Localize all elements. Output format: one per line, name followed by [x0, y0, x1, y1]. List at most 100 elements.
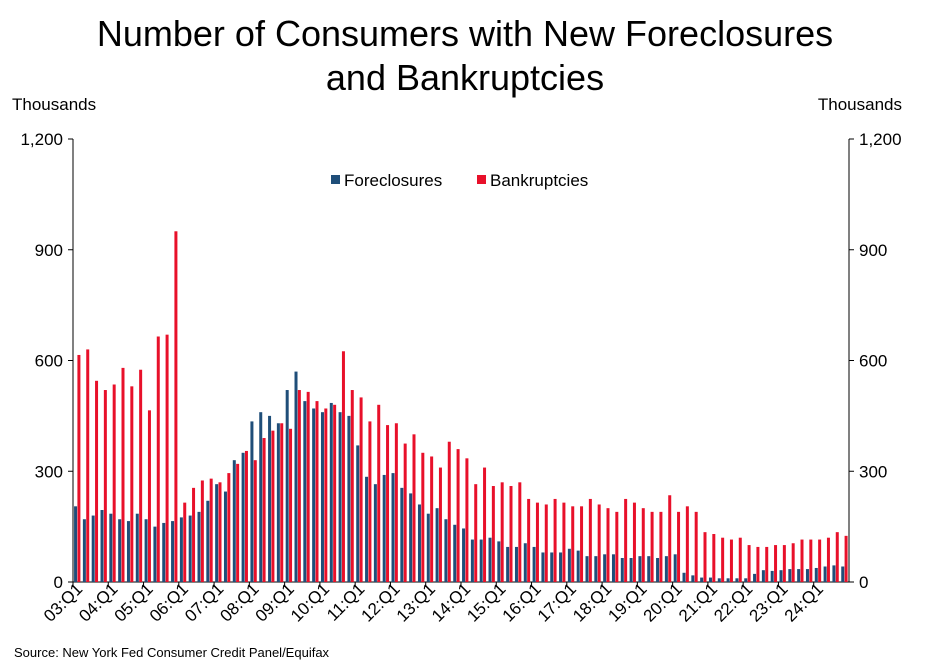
foreclosure-bar: [567, 548, 571, 582]
bankruptcy-bar: [95, 380, 99, 582]
bankruptcy-bar: [368, 421, 372, 582]
bankruptcy-bar: [632, 502, 636, 582]
bankruptcy-bar: [209, 478, 213, 582]
bankruptcy-bar: [200, 480, 204, 582]
foreclosure-bar: [541, 552, 545, 582]
foreclosure-bar: [409, 493, 413, 582]
foreclosure-bar: [153, 526, 157, 583]
y-tick-label-left: 1,200: [20, 130, 63, 149]
foreclosure-bar: [382, 474, 386, 582]
foreclosure-bar: [100, 510, 104, 582]
chart-title: Number of Consumers with New Foreclosure…: [0, 12, 930, 100]
bankruptcy-bar: [694, 511, 698, 582]
bankruptcy-bar: [121, 367, 125, 582]
bankruptcy-bar: [297, 390, 301, 582]
foreclosure-bar: [118, 519, 122, 582]
x-tick-label: 14:Q1: [428, 579, 474, 625]
bankruptcy-bar: [588, 498, 592, 582]
bankruptcy-bar: [509, 486, 513, 582]
y-tick-label-left: 300: [35, 462, 63, 481]
bankruptcy-bar: [350, 390, 354, 582]
foreclosure-bar: [823, 566, 827, 582]
foreclosure-bar: [197, 511, 201, 582]
foreclosure-bar: [188, 515, 192, 582]
bankruptcy-bar: [615, 511, 619, 582]
bankruptcy-bar: [174, 231, 178, 583]
bankruptcy-bar: [386, 425, 390, 582]
bankruptcy-bar: [765, 546, 769, 582]
x-tick-label: 08:Q1: [216, 579, 262, 625]
foreclosure-bar: [453, 524, 457, 582]
x-tick-label: 06:Q1: [146, 579, 192, 625]
x-tick-label: 10:Q1: [287, 579, 333, 625]
y-tick-label-right: 600: [859, 352, 887, 371]
foreclosure-bar: [479, 539, 483, 582]
bankruptcy-bar: [500, 482, 504, 582]
bankruptcy-bar: [844, 535, 848, 582]
bankruptcy-bar: [289, 428, 293, 582]
bankruptcy-bar: [438, 467, 442, 582]
foreclosure-bar: [223, 491, 227, 582]
x-tick-label: 23:Q1: [746, 579, 792, 625]
bankruptcy-bar: [394, 423, 398, 582]
foreclosure-bar: [523, 543, 527, 582]
x-tick-label: 15:Q1: [463, 579, 509, 625]
bankruptcy-bar: [236, 463, 240, 582]
bankruptcy-bar: [721, 537, 725, 582]
foreclosure-bar: [841, 566, 845, 582]
bankruptcy-bar: [474, 484, 478, 582]
foreclosure-bar: [135, 513, 139, 582]
bankruptcy-bar: [77, 354, 81, 582]
bankruptcy-bar: [306, 391, 310, 582]
bankruptcy-bar: [147, 410, 151, 582]
right-axis-unit: Thousands: [817, 95, 902, 114]
foreclosure-bar: [74, 506, 78, 582]
foreclosure-bar: [320, 412, 324, 582]
foreclosure-bar: [708, 577, 712, 582]
bankruptcy-bar: [535, 502, 539, 582]
bankruptcy-bar: [165, 334, 169, 582]
bankruptcy-bar: [527, 498, 531, 582]
foreclosure-bar: [691, 575, 695, 582]
foreclosure-bar: [417, 504, 421, 582]
bankruptcy-bar: [341, 351, 345, 582]
foreclosure-bar: [664, 556, 668, 582]
foreclosure-bar: [700, 577, 704, 582]
x-tick-label: 18:Q1: [569, 579, 615, 625]
foreclosure-bar: [347, 415, 351, 583]
bankruptcy-bar: [703, 532, 707, 582]
bankruptcy-bar: [315, 401, 319, 582]
bankruptcy-bar: [606, 508, 610, 582]
legend-label-bankruptcies: Bankruptcies: [490, 171, 588, 190]
bankruptcy-bar: [580, 506, 584, 582]
legend-swatch-foreclosures: [331, 175, 340, 184]
bankruptcy-bar: [818, 539, 822, 582]
bankruptcy-bar: [333, 404, 337, 582]
x-tick-label: 21:Q1: [675, 579, 721, 625]
foreclosure-bar: [259, 412, 263, 582]
foreclosure-bar: [761, 570, 765, 582]
bankruptcy-bar: [227, 473, 231, 582]
bankruptcy-bar: [280, 423, 284, 582]
bankruptcy-bar: [447, 441, 451, 582]
foreclosure-bar: [126, 521, 130, 582]
y-tick-label-left: 900: [35, 241, 63, 260]
foreclosure-bar: [488, 537, 492, 582]
bankruptcy-bar: [597, 504, 601, 582]
x-tick-label: 07:Q1: [181, 579, 227, 625]
x-tick-label: 11:Q1: [323, 579, 368, 624]
bankruptcy-bar: [835, 532, 839, 582]
bankruptcy-bar: [271, 430, 275, 582]
left-axis-unit: Thousands: [12, 95, 97, 114]
foreclosure-bar: [814, 567, 818, 582]
foreclosure-bar: [373, 484, 377, 582]
foreclosure-bar: [426, 513, 430, 582]
bankruptcy-bar: [130, 386, 134, 582]
y-tick-label-right: 1,200: [859, 130, 902, 149]
bankruptcy-bar: [677, 511, 681, 582]
foreclosure-bar: [497, 541, 501, 582]
bankruptcy-bar: [412, 434, 416, 582]
bankruptcy-bar: [244, 450, 248, 582]
x-tick-label: 17:Q1: [534, 579, 580, 625]
bankruptcy-bar: [456, 449, 460, 582]
